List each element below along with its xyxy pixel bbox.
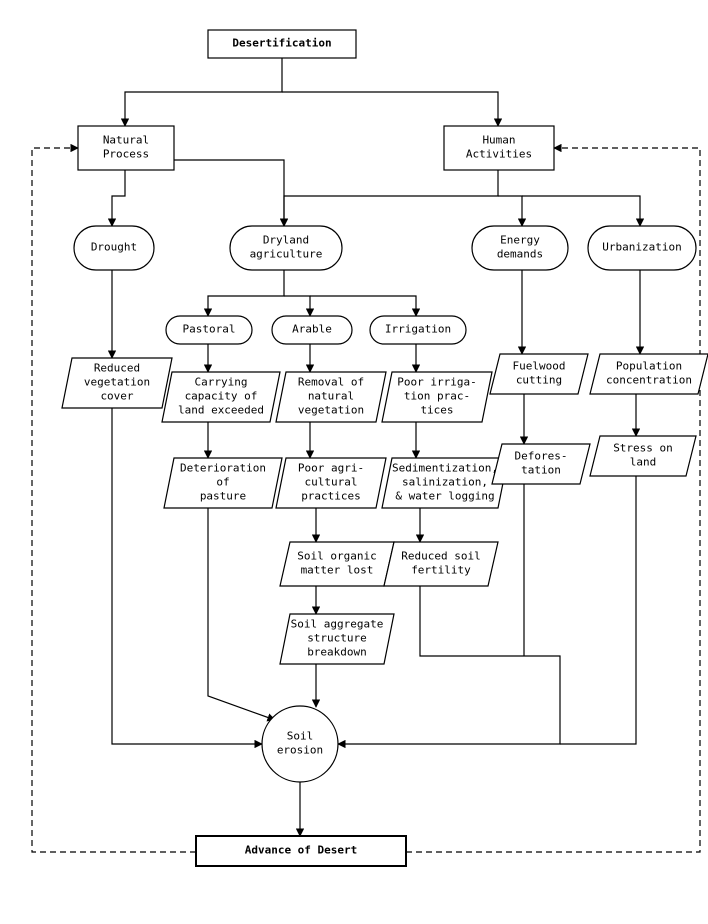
svg-text:Sedimentization,: Sedimentization, bbox=[392, 462, 498, 475]
svg-text:Arable: Arable bbox=[292, 323, 332, 336]
edge-26 bbox=[208, 508, 275, 720]
svg-text:Natural: Natural bbox=[103, 134, 149, 147]
svg-text:Energy: Energy bbox=[500, 234, 540, 247]
svg-text:Carrying: Carrying bbox=[195, 376, 248, 389]
edge-8 bbox=[208, 270, 284, 316]
node-reduced_fert: Reduced soilfertility bbox=[384, 542, 498, 586]
svg-text:Dryland: Dryland bbox=[263, 234, 309, 247]
edge-3 bbox=[174, 160, 284, 226]
node-poor_irrig: Poor irriga-tion prac-tices bbox=[382, 372, 492, 422]
node-soil_organic: Soil organicmatter lost bbox=[280, 542, 394, 586]
svg-text:Activities: Activities bbox=[466, 148, 532, 161]
edge-27 bbox=[338, 586, 560, 744]
svg-text:vegetation: vegetation bbox=[84, 376, 150, 389]
node-sediment: Sedimentization,salinization,& water log… bbox=[382, 458, 508, 508]
svg-text:Drought: Drought bbox=[91, 241, 137, 254]
svg-text:Removal of: Removal of bbox=[298, 376, 364, 389]
node-soil_erosion: Soilerosion bbox=[262, 706, 338, 782]
svg-text:Desertification: Desertification bbox=[232, 37, 331, 50]
svg-text:capacity of: capacity of bbox=[185, 390, 258, 403]
svg-text:pasture: pasture bbox=[200, 490, 246, 503]
svg-text:breakdown: breakdown bbox=[307, 646, 367, 659]
node-arable: Arable bbox=[272, 316, 352, 344]
svg-text:structure: structure bbox=[307, 632, 367, 645]
svg-text:salinization,: salinization, bbox=[402, 476, 488, 489]
svg-text:Population: Population bbox=[616, 360, 682, 373]
node-population: Populationconcentration bbox=[590, 354, 708, 394]
nodes-layer: Desertification NaturalProcess HumanActivi… bbox=[62, 30, 708, 866]
svg-text:cutting: cutting bbox=[516, 374, 562, 387]
svg-text:tices: tices bbox=[420, 404, 453, 417]
svg-text:natural: natural bbox=[308, 390, 354, 403]
svg-text:cultural: cultural bbox=[305, 476, 358, 489]
svg-text:agriculture: agriculture bbox=[250, 248, 323, 261]
flowchart-canvas: Desertification NaturalProcess HumanActivi… bbox=[0, 0, 708, 924]
svg-text:Soil: Soil bbox=[287, 730, 314, 743]
edge-10 bbox=[310, 296, 416, 316]
edge-9 bbox=[284, 296, 310, 316]
edge-1 bbox=[282, 92, 498, 126]
svg-text:Advance of Desert: Advance of Desert bbox=[245, 844, 358, 857]
edge-6 bbox=[522, 196, 640, 226]
node-irrigation: Irrigation bbox=[370, 316, 466, 344]
svg-text:Poor irriga-: Poor irriga- bbox=[397, 376, 476, 389]
svg-text:concentration: concentration bbox=[606, 374, 692, 387]
svg-text:cover: cover bbox=[100, 390, 133, 403]
svg-text:Pastoral: Pastoral bbox=[183, 323, 236, 336]
node-advance: Advance of Desert bbox=[196, 836, 406, 866]
svg-text:demands: demands bbox=[497, 248, 543, 261]
node-removal: Removal ofnaturalvegetation bbox=[276, 372, 386, 422]
svg-text:of: of bbox=[216, 476, 229, 489]
edge-0 bbox=[125, 58, 282, 126]
svg-text:fertility: fertility bbox=[411, 564, 471, 577]
svg-text:Poor agri-: Poor agri- bbox=[298, 462, 364, 475]
node-natural_process: NaturalProcess bbox=[78, 126, 174, 170]
svg-text:Human: Human bbox=[482, 134, 515, 147]
node-deterioration: Deteriorationofpasture bbox=[164, 458, 282, 508]
edge-29 bbox=[560, 476, 636, 744]
node-pastoral: Pastoral bbox=[166, 316, 252, 344]
svg-text:Deterioration: Deterioration bbox=[180, 462, 266, 475]
node-deforest: Defores-tation bbox=[492, 444, 590, 484]
node-fuelwood: Fuelwoodcutting bbox=[490, 354, 588, 394]
node-urbanization: Urbanization bbox=[588, 226, 696, 270]
svg-text:Irrigation: Irrigation bbox=[385, 323, 451, 336]
svg-text:Soil aggregate: Soil aggregate bbox=[291, 618, 384, 631]
svg-text:Reduced soil: Reduced soil bbox=[401, 550, 480, 563]
svg-text:land: land bbox=[630, 456, 657, 469]
node-poor_agri: Poor agri-culturalpractices bbox=[276, 458, 386, 508]
edge-2 bbox=[112, 170, 125, 226]
node-human_activities: HumanActivities bbox=[444, 126, 554, 170]
svg-text:tion prac-: tion prac- bbox=[404, 390, 470, 403]
svg-text:Fuelwood: Fuelwood bbox=[513, 360, 566, 373]
svg-text:practices: practices bbox=[301, 490, 361, 503]
node-soil_aggregate: Soil aggregatestructurebreakdown bbox=[280, 614, 394, 664]
svg-text:& water logging: & water logging bbox=[395, 490, 494, 503]
node-desertification: Desertification bbox=[208, 30, 356, 58]
node-dryland: Drylandagriculture bbox=[230, 226, 342, 270]
node-stress: Stress onland bbox=[590, 436, 696, 476]
svg-text:land exceeded: land exceeded bbox=[178, 404, 264, 417]
svg-text:Reduced: Reduced bbox=[94, 362, 140, 375]
node-carrying: Carryingcapacity ofland exceeded bbox=[162, 372, 280, 422]
svg-text:tation: tation bbox=[521, 464, 561, 477]
svg-text:Stress on: Stress on bbox=[613, 442, 673, 455]
svg-text:Soil organic: Soil organic bbox=[297, 550, 376, 563]
svg-text:erosion: erosion bbox=[277, 744, 323, 757]
node-reduced_veg: Reducedvegetationcover bbox=[62, 358, 172, 408]
edge-4 bbox=[284, 170, 498, 226]
svg-text:Process: Process bbox=[103, 148, 149, 161]
svg-text:Defores-: Defores- bbox=[515, 450, 568, 463]
svg-text:Urbanization: Urbanization bbox=[602, 241, 681, 254]
edge-5 bbox=[498, 196, 522, 226]
svg-text:vegetation: vegetation bbox=[298, 404, 364, 417]
node-drought: Drought bbox=[74, 226, 154, 270]
node-energy: Energydemands bbox=[472, 226, 568, 270]
svg-text:matter lost: matter lost bbox=[301, 564, 374, 577]
